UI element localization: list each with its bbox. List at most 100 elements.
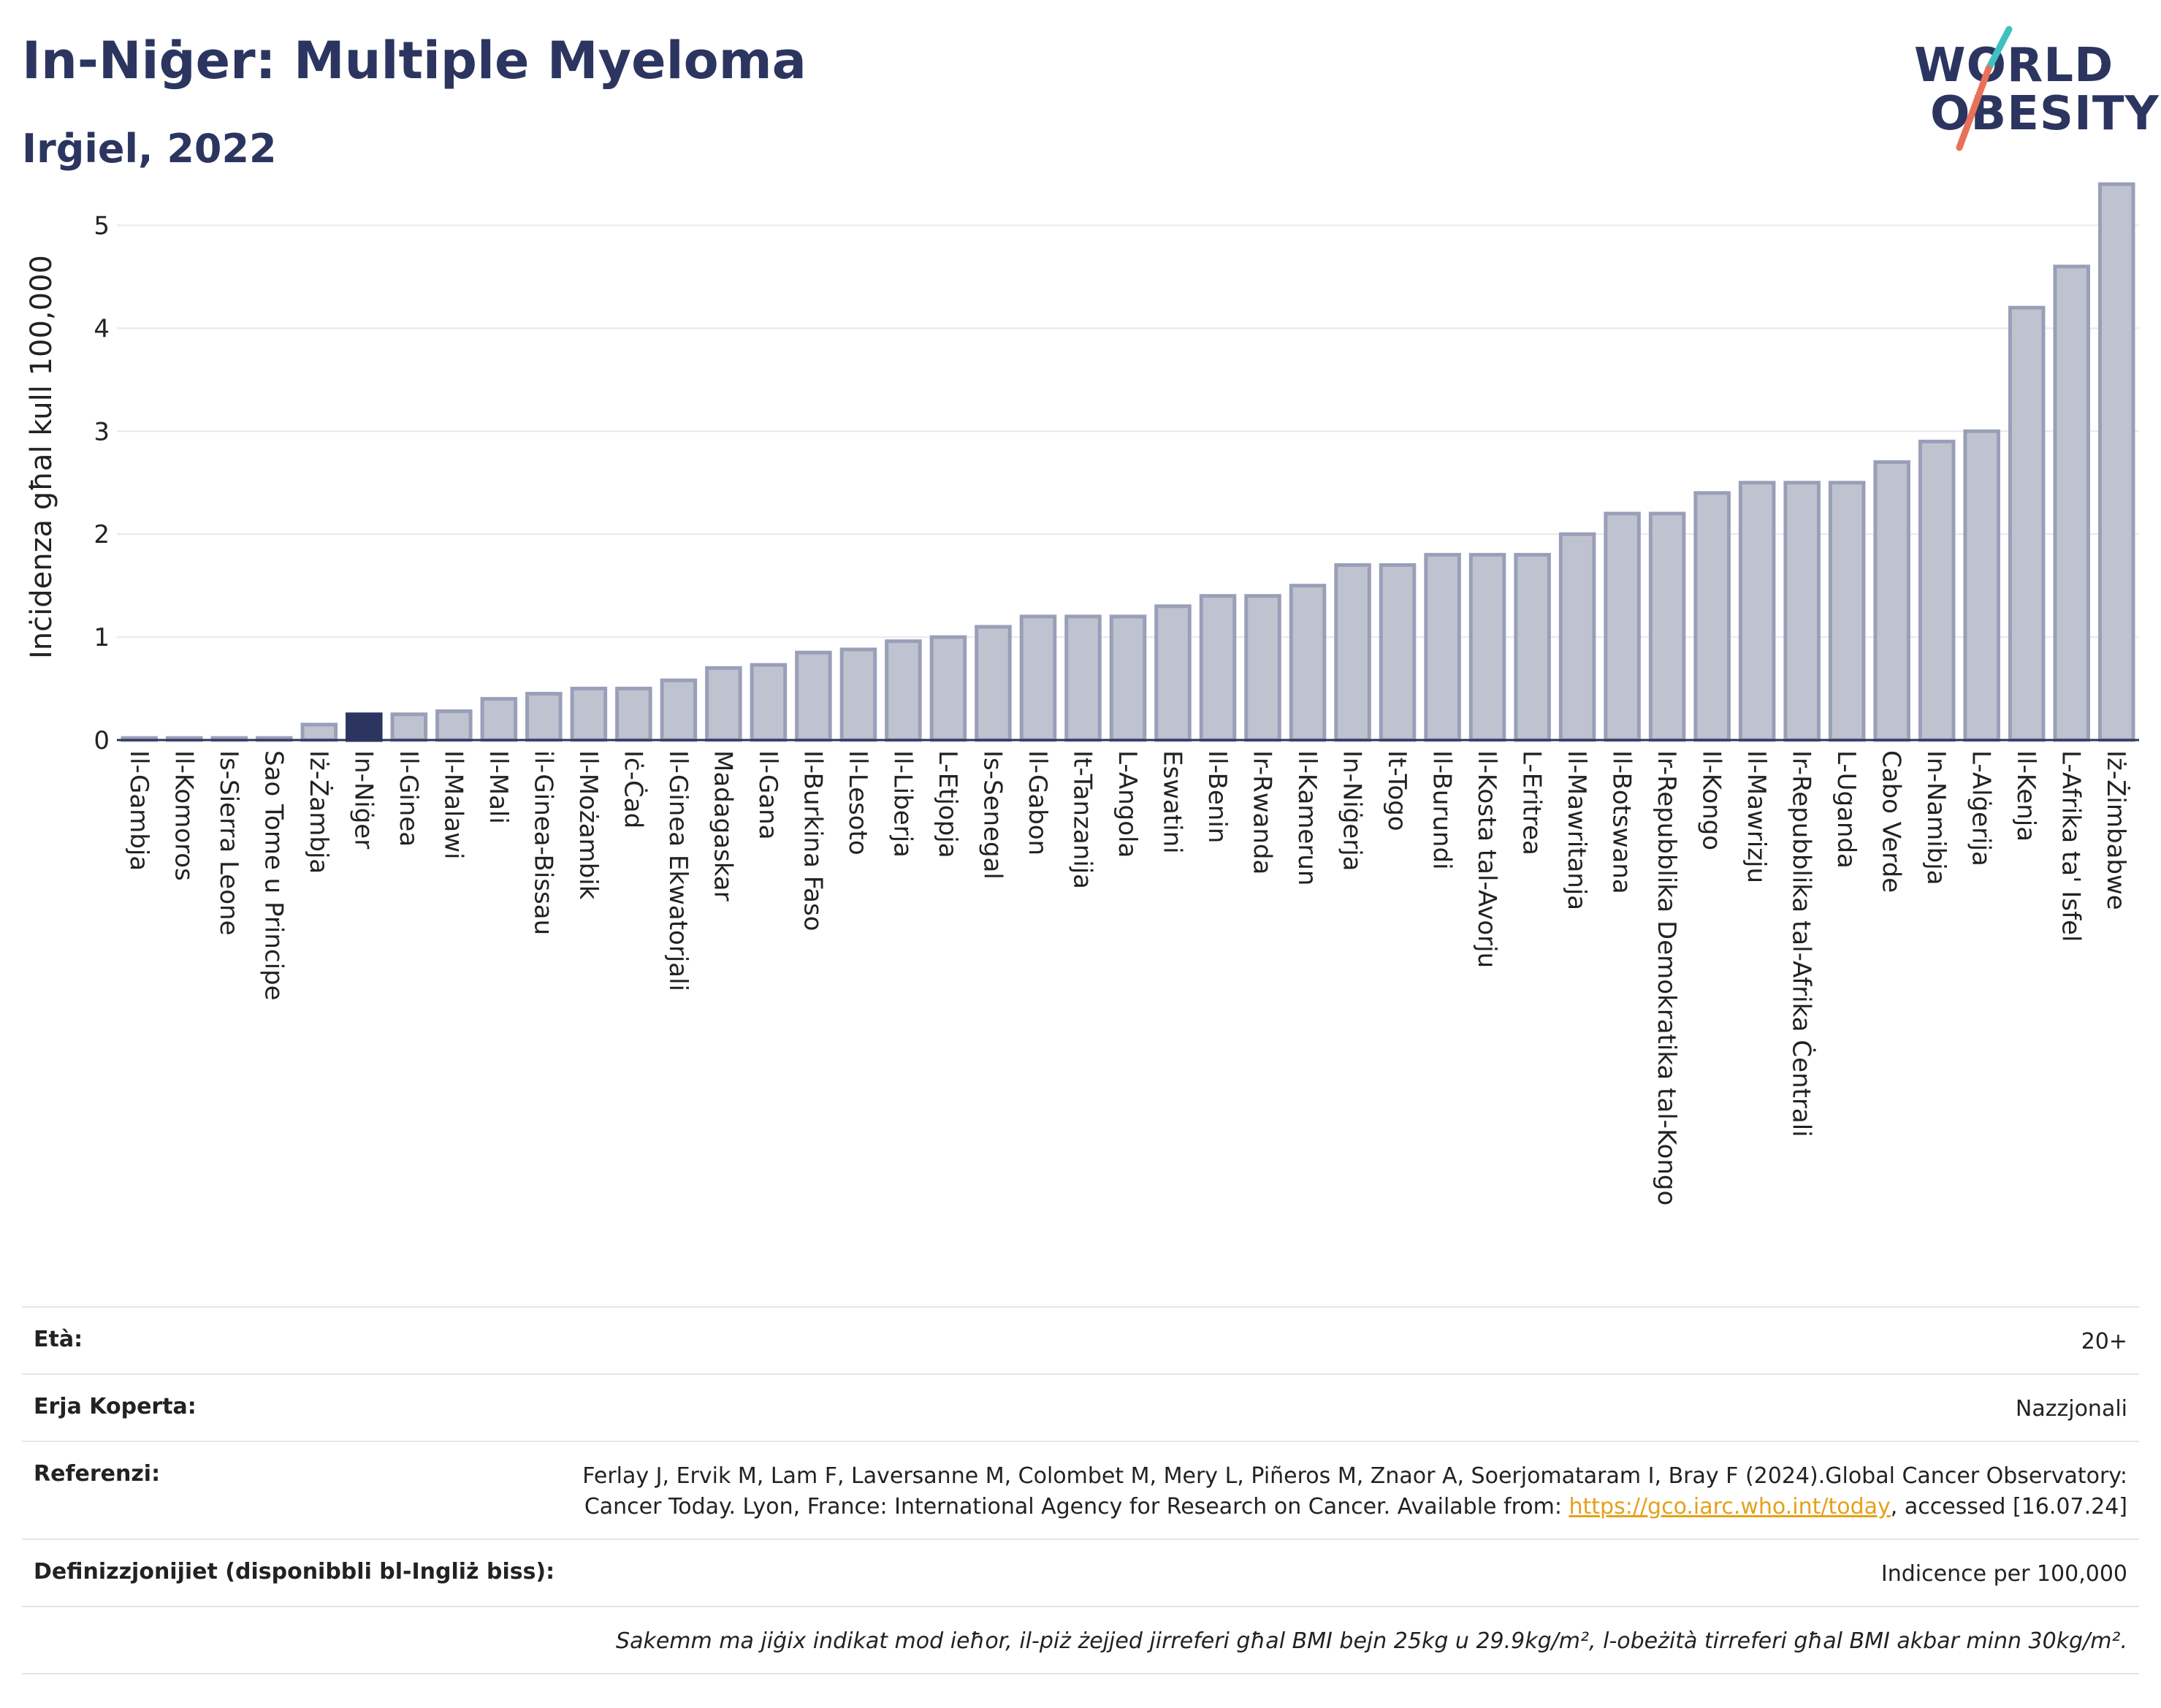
bar [615, 687, 652, 742]
x-tick-label: Il-Gabon [1023, 750, 1052, 855]
y-tick-label: 2 [94, 520, 110, 549]
x-tick-label: L-Uganda [1832, 750, 1861, 869]
logo-word-world: WORLD [1914, 39, 2114, 93]
bar [929, 635, 967, 742]
bar [839, 647, 877, 742]
x-tick-label: Il-Mali [484, 750, 513, 824]
footnote: Sakemm ma jiġix indikat mod ieħor, il-pi… [616, 1628, 2127, 1654]
x-tick-label: Il-Kosta tal-Avorju [1472, 750, 1501, 968]
x-tick-label: Is-Senegal [977, 750, 1007, 880]
bar-chart: 0 1 2 3 4 5 Inċidenza għal kull 100,000 Il-Gamb… [25, 182, 2139, 1205]
bar [2008, 305, 2046, 742]
x-tick-label: Il-Burundi [1428, 750, 1457, 870]
area-value: Nazzjonali [2015, 1396, 2127, 1422]
y-tick-label: 5 [94, 211, 110, 240]
bar [750, 663, 788, 742]
bar [1154, 604, 1192, 742]
x-tick-label: Il-Gana [753, 750, 782, 840]
bar [346, 712, 383, 742]
bar [660, 678, 698, 742]
bar [1828, 481, 1866, 742]
bar [1963, 429, 2000, 742]
x-tick-label: Ir-Repubblika Demokratika tal-Kongo [1652, 750, 1681, 1205]
bar [1468, 552, 1506, 742]
bar [1558, 532, 1596, 742]
references-value: Ferlay J, Ervik M, Lam F, Laversanne M, … [520, 1461, 2127, 1522]
info-row-note: Sakemm ma jiġix indikat mod ieħor, il-pi… [22, 1606, 2139, 1674]
logo-slash-icon [1956, 26, 2013, 151]
info-row-age: Età: 20+ [22, 1306, 2139, 1373]
bar [2097, 182, 2135, 742]
page-title: In-Niġer: Multiple Myeloma [22, 31, 807, 91]
age-label: Età: [34, 1327, 83, 1352]
x-tick-label: Cabo Verde [1877, 750, 1906, 893]
bar [1064, 614, 1102, 742]
x-tick-label: Ir-Repubblika tal-Afrika Ċentrali [1787, 750, 1817, 1137]
bar [1514, 552, 1551, 742]
bar [975, 625, 1012, 742]
bar [1199, 594, 1237, 742]
x-tick-label: It-Togo [1382, 750, 1411, 831]
x-tick-label: L-Alġerija [1967, 750, 1996, 866]
x-tick-label: Il-Kenja [2011, 750, 2040, 842]
x-tick-label: Iż-Żambja [304, 750, 333, 874]
bar [1918, 439, 1956, 742]
references-link[interactable]: https://gco.iarc.who.int/today [1569, 1494, 1891, 1520]
bar [570, 687, 608, 742]
world-obesity-logo: WORLD OBESITY [1907, 22, 2159, 153]
x-tick-label: Il-Lesoto [843, 750, 872, 855]
x-tick-label: It-Tanzanija [1067, 750, 1097, 889]
references-text: Ferlay J, Ervik M, Lam F, Laversanne M, … [582, 1463, 2127, 1520]
x-tick-label: Il-Kongo [1697, 750, 1726, 850]
x-tick-label: In-Niġerja [1338, 750, 1367, 871]
info-row-area: Erja Koperta: Nazzjonali [22, 1373, 2139, 1441]
y-tick-label: 3 [94, 417, 110, 446]
y-tick-label: 4 [94, 314, 110, 343]
x-tick-label: Il-Liberja [888, 750, 917, 858]
definitions-value: Indicence per 100,000 [1880, 1561, 2127, 1587]
y-tick-label: 0 [94, 726, 110, 755]
x-tick-label: Sao Tome u Principe [259, 750, 288, 1001]
x-tick-label: Iċ-Ċad [618, 750, 648, 828]
age-value: 20+ [2081, 1329, 2127, 1354]
x-tick-label: L-Afrika ta' Isfel [2057, 750, 2086, 942]
x-tick-label: Il-Botswana [1607, 750, 1636, 894]
info-row-references: Referenzi: Ferlay J, Ervik M, Lam F, Lav… [22, 1441, 2139, 1539]
bar [1873, 460, 1910, 742]
x-tick-label: Il-Możambik [573, 750, 603, 900]
bar [1019, 614, 1057, 742]
bar [1424, 552, 1461, 742]
x-tick-label: Il-Malawi [438, 750, 468, 859]
references-accessed: , accessed [16.07.24] [1890, 1494, 2127, 1520]
bar [1604, 511, 1641, 742]
x-tick-label: Il-Gambja [124, 750, 153, 871]
bar [705, 666, 742, 742]
bar [885, 639, 922, 742]
references-label: Referenzi: [34, 1461, 161, 1487]
x-tick-label: L-Angola [1113, 750, 1142, 858]
x-tick-label: Iż-Żimbabwe [2101, 750, 2130, 910]
bar [1738, 481, 1776, 742]
x-tick-label: Ir-Rwanda [1248, 750, 1277, 874]
bar [795, 650, 832, 742]
bar [300, 723, 338, 742]
bar [525, 692, 563, 742]
x-tick-label: Madagaskar [708, 750, 737, 901]
x-tick-label: Eswatini [1158, 750, 1187, 854]
bar [1379, 563, 1417, 742]
x-tick-label: il-Ginea-Bissau [528, 750, 557, 935]
x-tick-label: Il-Mawrizju [1742, 750, 1771, 883]
x-tick-label: L-Etjopja [933, 750, 962, 858]
y-axis-label: Inċidenza għal kull 100,000 [25, 255, 58, 659]
x-tick-label: Il-Benin [1203, 750, 1232, 843]
info-table: Età: 20+ Erja Koperta: Nazzjonali Refere… [22, 1306, 2139, 1674]
x-tick-label: Il-Ginea Ekwatorjali [663, 750, 693, 991]
x-tick-label: Il-Burkina Faso [798, 750, 827, 931]
bar [1783, 481, 1821, 742]
bar [1693, 491, 1731, 742]
bar [435, 709, 473, 742]
x-tick-label: In-Niġer [348, 750, 378, 849]
x-tick-label: Il-Mawritanja [1562, 750, 1591, 910]
definitions-label: Definizzjonijiet (disponibbli bl-Ingliż … [34, 1559, 555, 1585]
x-tick-label: L-Eritrea [1517, 750, 1547, 855]
